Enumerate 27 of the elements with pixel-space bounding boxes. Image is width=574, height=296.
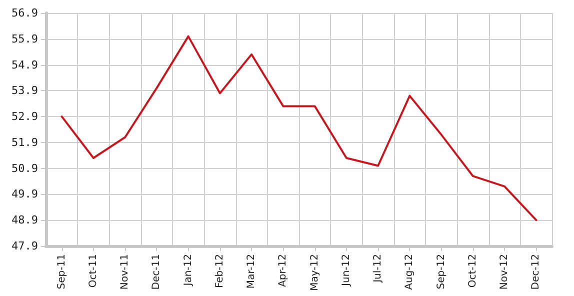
y-tick-label: 51.9 bbox=[12, 136, 38, 149]
x-tick-label: Sep-11 bbox=[56, 254, 68, 290]
x-tick-label: Apr-12 bbox=[278, 254, 289, 287]
y-tick-label: 53.9 bbox=[12, 84, 38, 98]
x-tick-label: May-12 bbox=[309, 254, 320, 291]
y-tick-label: 54.9 bbox=[12, 58, 38, 72]
y-tick-label: 49.9 bbox=[12, 188, 38, 201]
x-tick-label: Aug-12 bbox=[404, 254, 416, 290]
x-tick-label: Jan-12 bbox=[182, 254, 194, 287]
y-tick-label: 47.9 bbox=[12, 240, 38, 252]
x-tick-label: Jun-12 bbox=[340, 254, 352, 287]
y-tick-label: 48.9 bbox=[12, 214, 38, 227]
x-tick-label: Jul-12 bbox=[372, 254, 384, 284]
x-tick-label: Oct-12 bbox=[467, 254, 478, 288]
x-tick-label: Feb-12 bbox=[214, 254, 226, 288]
y-tick-label: 50.9 bbox=[12, 162, 38, 175]
y-tick-label: 55.9 bbox=[12, 32, 38, 46]
x-tick-label: Mar-12 bbox=[246, 254, 258, 289]
x-tick-label: Nov-11 bbox=[120, 254, 131, 290]
x-tick-label: Nov-12 bbox=[499, 254, 510, 290]
y-tick-label: 52.9 bbox=[12, 110, 38, 124]
x-tick-label: Oct-11 bbox=[88, 254, 99, 288]
y-tick-label: 56.9 bbox=[12, 6, 38, 20]
line-series bbox=[60, 35, 538, 222]
x-tick-label: Dec-11 bbox=[151, 254, 162, 290]
x-tick-label: Dec-12 bbox=[530, 254, 542, 290]
x-tick-label: Sep-12 bbox=[436, 254, 447, 290]
